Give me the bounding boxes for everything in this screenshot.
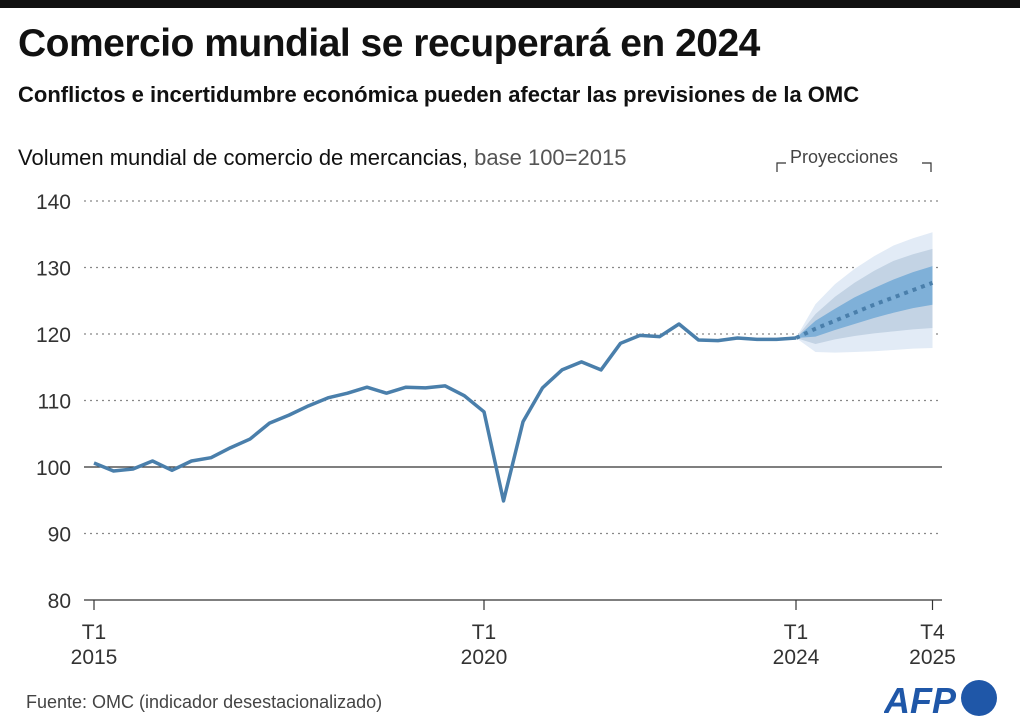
- x-tick-year-2024T1: 2024: [773, 646, 820, 669]
- x-tick-label-2020T1: T1: [472, 621, 497, 644]
- y-tick-label-120: 120: [36, 324, 71, 347]
- projection-label: Proyecciones: [790, 147, 899, 167]
- chart-label: Volumen mundial de comercio de mercancia…: [18, 145, 626, 171]
- x-tick-year-2025T4: 2025: [909, 646, 956, 669]
- chart-label-unit: base 100=2015: [474, 145, 627, 170]
- x-tick-year-2015T1: 2015: [71, 646, 118, 669]
- y-tick-label-110: 110: [38, 391, 71, 414]
- chart-title: Comercio mundial se recuperará en 2024: [18, 22, 760, 65]
- y-tick-label-100: 100: [36, 457, 71, 480]
- projection-median-line: [795, 280, 934, 340]
- chart-label-main: Volumen mundial de comercio de mercancia…: [18, 145, 469, 170]
- source-note: Fuente: OMC (indicador desestacionalizad…: [26, 692, 383, 712]
- x-tick-label-2015T1: T1: [82, 621, 107, 644]
- projection-bracket-right: [922, 162, 932, 172]
- top-bar: [0, 0, 1020, 8]
- x-tick-label-2024T1: T1: [784, 621, 809, 644]
- historical-series-line: [93, 322, 797, 503]
- y-tick-label-140: 140: [36, 191, 71, 214]
- afp-logo: AFP: [883, 680, 1000, 725]
- y-tick-label-90: 90: [48, 524, 71, 547]
- svg-text:AFP: AFP: [884, 680, 957, 720]
- y-tick-label-130: 130: [36, 258, 71, 281]
- y-tick-label-80: 80: [48, 590, 71, 613]
- x-tick-label-2025T4: T4: [920, 621, 945, 644]
- chart-subtitle: Conflictos e incertidumbre económica pue…: [18, 82, 860, 107]
- projection-band-inner: [796, 266, 933, 338]
- projection-bracket-left: [776, 162, 786, 172]
- x-tick-year-2020T1: 2020: [461, 646, 508, 669]
